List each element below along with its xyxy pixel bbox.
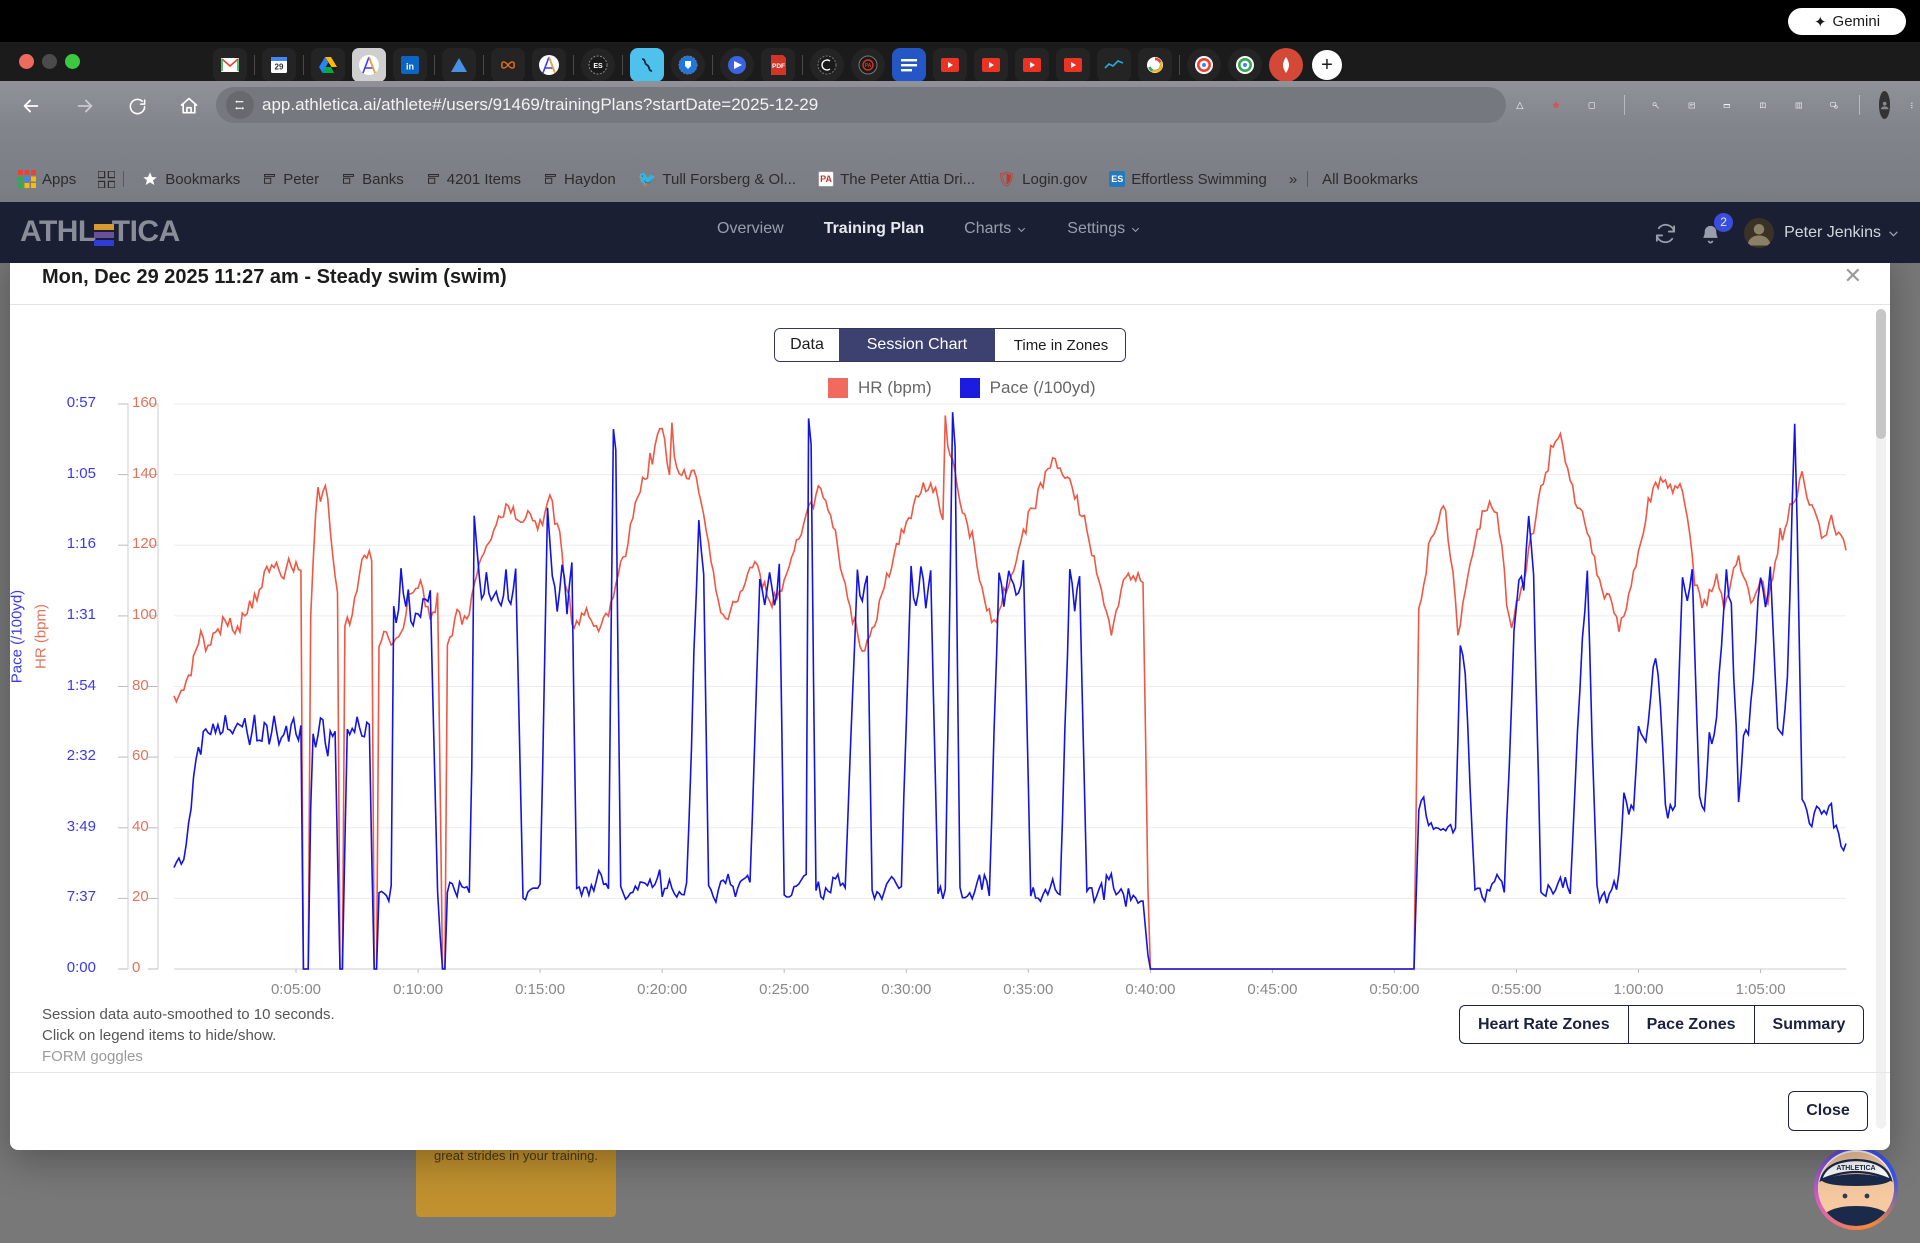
svg-text:in: in: [406, 62, 414, 72]
svg-text:29: 29: [275, 63, 284, 72]
svg-text:ATHLETICA: ATHLETICA: [1836, 1165, 1875, 1172]
svg-text:PDF: PDF: [772, 63, 785, 70]
svg-text:ES: ES: [593, 63, 603, 70]
svg-text:PA: PA: [865, 63, 872, 69]
